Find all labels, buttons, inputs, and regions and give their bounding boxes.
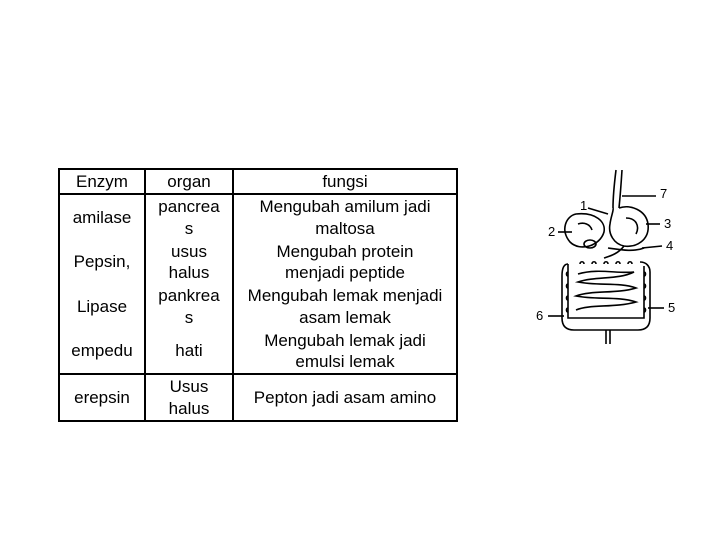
diagram-label-7: 7 [660,186,667,201]
cell-enzym: amilase [59,194,145,240]
table-row: erepsin Usushalus Pepton jadi asam amino [59,374,457,421]
diagram-label-4: 4 [666,238,673,253]
content-container: Enzym organ fungsi amilase pancreas Meng… [58,168,693,422]
diagram-label-2: 2 [548,224,555,239]
table-row: amilase pancreas Mengubah amilum jadimal… [59,194,457,240]
cell-organ: hati [145,329,233,375]
table-row: empedu hati Mengubah lemak jadiemulsi le… [59,329,457,375]
cell-enzym: Pepsin, [59,240,145,285]
cell-organ: pancreas [145,194,233,240]
cell-fungsi: Mengubah proteinmenjadi peptide [233,240,457,285]
col-header-organ: organ [145,169,233,194]
cell-fungsi: Mengubah lemak menjadiasam lemak [233,284,457,329]
cell-enzym: Lipase [59,284,145,329]
cell-fungsi: Pepton jadi asam amino [233,374,457,421]
table-row: Pepsin, usushalus Mengubah proteinmenjad… [59,240,457,285]
col-header-fungsi: fungsi [233,169,457,194]
diagram-label-6: 6 [536,308,543,323]
cell-organ: Usushalus [145,374,233,421]
table-row: Lipase pankreas Mengubah lemak menjadias… [59,284,457,329]
enzyme-table: Enzym organ fungsi amilase pancreas Meng… [58,168,458,422]
cell-organ: pankreas [145,284,233,329]
cell-enzym: erepsin [59,374,145,421]
table-header-row: Enzym organ fungsi [59,169,457,194]
diagram-label-1: 1 [580,198,587,213]
diagram-label-3: 3 [664,216,671,231]
cell-fungsi: Mengubah amilum jadimaltosa [233,194,457,240]
diagram-label-5: 5 [668,300,675,315]
cell-organ: usushalus [145,240,233,285]
col-header-enzym: Enzym [59,169,145,194]
cell-enzym: empedu [59,329,145,375]
digestive-system-diagram: 1 2 3 4 5 6 7 [518,168,693,358]
cell-fungsi: Mengubah lemak jadiemulsi lemak [233,329,457,375]
